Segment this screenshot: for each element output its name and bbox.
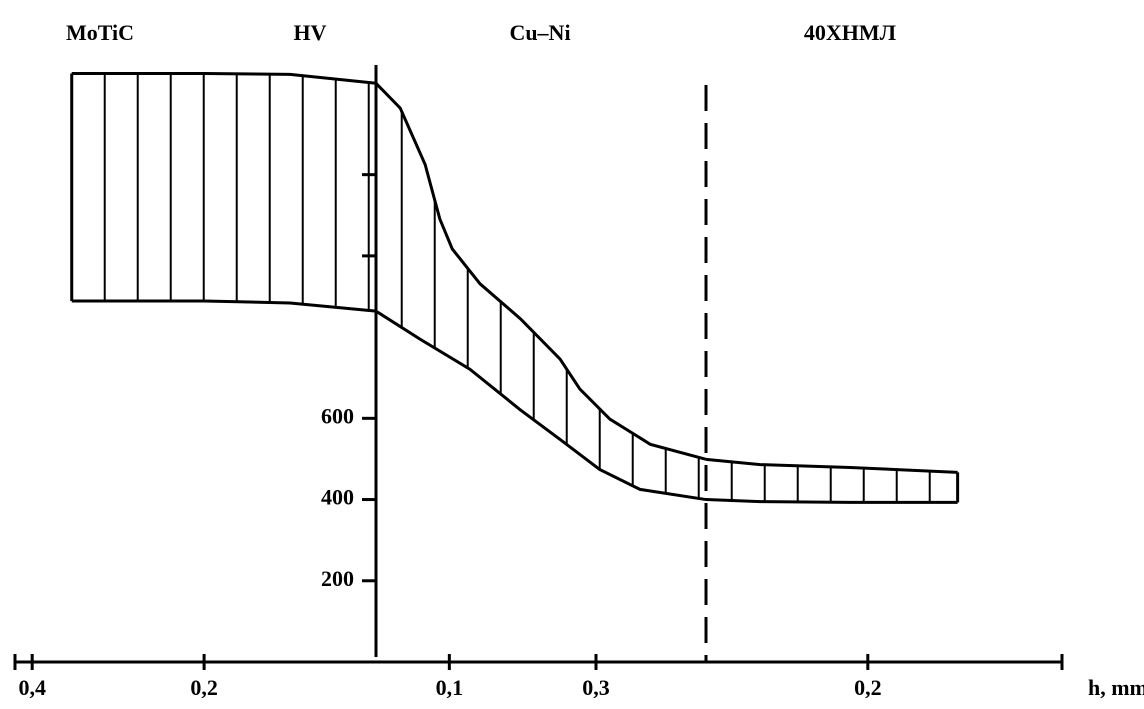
y-axis-label: HV (294, 20, 327, 45)
zone-name: 40ХНМЛ (804, 20, 897, 45)
y-tick-label: 600 (321, 403, 354, 428)
x-tick-label: 0,3 (582, 675, 610, 700)
x-axis-label: h, mm (1088, 675, 1144, 700)
y-tick-label: 200 (321, 566, 354, 591)
lower-curve (375, 309, 707, 502)
lower-curve (705, 498, 958, 504)
x-tick-label: 0,4 (18, 675, 46, 700)
zone-name: Cu–Ni (509, 20, 570, 45)
upper-curve (71, 72, 377, 85)
lower-curve (71, 299, 377, 313)
upper-curve (374, 82, 707, 461)
x-tick-label: 0,2 (854, 675, 882, 700)
x-tick-label: 0,2 (190, 675, 218, 700)
x-tick-label: 0,1 (436, 675, 464, 700)
upper-curve (705, 457, 958, 474)
y-tick-label: 400 (321, 485, 354, 510)
zone-name: MoTiC (66, 20, 134, 45)
